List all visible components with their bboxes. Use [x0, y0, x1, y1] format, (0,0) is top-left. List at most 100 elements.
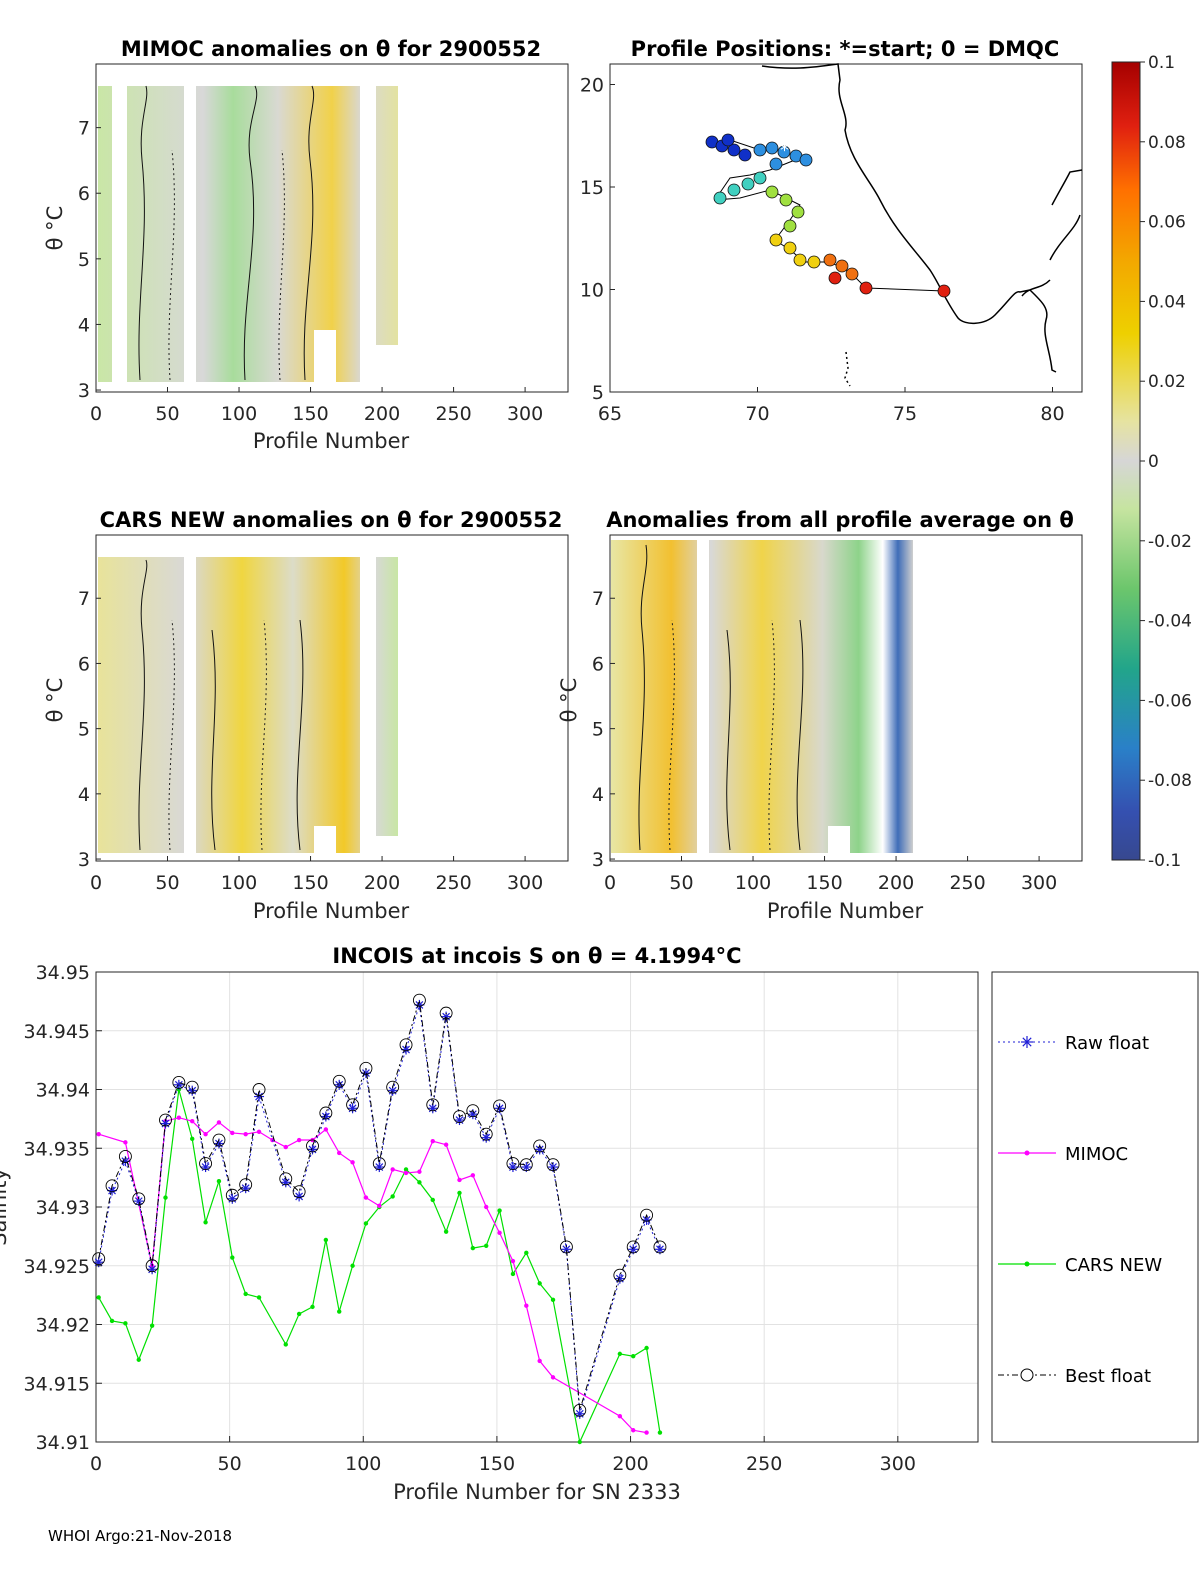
y-tick-label: 34.95 — [36, 962, 90, 984]
colorbar-tick-label: -0.06 — [1148, 691, 1192, 711]
footer: WHOI Argo:21-Nov-2018 — [48, 1527, 232, 1545]
y-tick-label: 34.945 — [24, 1021, 90, 1043]
data-point — [524, 1303, 529, 1308]
x-axis-label: Profile Number — [253, 899, 410, 923]
start-marker-icon: * — [780, 140, 789, 161]
data-point — [239, 1178, 253, 1192]
data-point — [212, 1133, 226, 1147]
x-tick-label: 300 — [1021, 872, 1057, 894]
x-tick-label: 200 — [612, 1453, 648, 1475]
panel-mimoc: MIMOC anomalies on θ for 2900552 0 50 100 1… — [43, 37, 569, 453]
data-point — [350, 1263, 355, 1268]
x-tick-label: 250 — [949, 872, 985, 894]
x-tick-label: 50 — [155, 403, 179, 425]
panel-incois: INCOIS at incois S on θ = 4.1994°C 0 50 10… — [0, 944, 979, 1504]
data-point — [613, 1268, 627, 1282]
data-point — [173, 1079, 184, 1090]
data-point — [96, 1295, 101, 1300]
y-tick-label: 7 — [78, 588, 90, 610]
x-tick-label: 150 — [292, 872, 328, 894]
data-point — [347, 1103, 358, 1114]
data-point — [320, 1111, 331, 1122]
data-point — [577, 1439, 582, 1445]
data-point — [524, 1250, 529, 1256]
data-point — [96, 1131, 101, 1137]
data-point — [337, 1309, 342, 1314]
data-point — [466, 1104, 480, 1118]
data-point — [105, 1179, 119, 1193]
data-point — [145, 1259, 159, 1273]
data-point — [310, 1304, 315, 1310]
legend-item-raw-float: Raw float — [998, 1033, 1149, 1054]
x-tick-label: 100 — [345, 1453, 381, 1475]
y-tick-label: 3 — [592, 849, 604, 871]
y-tick-label: 4 — [78, 784, 90, 806]
colorbar-tick-label: 0.08 — [1148, 133, 1186, 153]
data-point — [519, 1158, 533, 1172]
data-point — [283, 1144, 288, 1150]
panel-title: MIMOC anomalies on θ for 2900552 — [121, 37, 541, 61]
y-tick-label: 6 — [78, 653, 90, 675]
legend-label: Best float — [1065, 1366, 1151, 1387]
y-tick-label: 34.94 — [36, 1080, 90, 1102]
data-point — [187, 1085, 198, 1096]
data-point — [147, 1264, 158, 1275]
y-tick-label: 4 — [592, 784, 604, 806]
data-point — [641, 1214, 652, 1225]
y-tick-label: 3 — [78, 849, 90, 871]
data-point — [185, 1080, 199, 1094]
data-point — [497, 1208, 502, 1213]
x-tick-label: 0 — [604, 872, 616, 894]
data-point — [573, 1403, 587, 1417]
data-point — [631, 1428, 636, 1433]
data-point — [292, 1185, 306, 1199]
data-point — [457, 1190, 462, 1196]
data-point — [252, 1083, 266, 1096]
data-point — [190, 1136, 195, 1142]
x-tick-label: 70 — [745, 403, 769, 425]
data-point — [243, 1131, 248, 1137]
legend-item-best-float: Best float — [998, 1366, 1151, 1387]
data-point — [176, 1115, 182, 1120]
data-point — [359, 1061, 373, 1075]
data-point — [227, 1193, 238, 1204]
y-tick-label: 6 — [592, 653, 604, 675]
colorbar-tick-label: -0.08 — [1148, 771, 1192, 791]
x-tick-label: 0 — [90, 1453, 102, 1475]
data-point — [640, 1208, 654, 1222]
x-tick-label: 50 — [669, 872, 693, 894]
series-line — [98, 1117, 647, 1434]
legend-marker-icon — [1024, 1261, 1030, 1267]
data-point — [332, 1074, 346, 1088]
data-point — [626, 1240, 640, 1254]
data-point — [109, 1318, 115, 1324]
y-tick-label: 10 — [580, 280, 604, 302]
data-point — [323, 1237, 329, 1243]
x-tick-label: 100 — [221, 403, 257, 425]
legend-marker-icon — [1020, 1368, 1034, 1382]
data-point — [399, 1038, 413, 1052]
data-point — [484, 1204, 489, 1210]
colorbar: 0.1 0.08 0.06 0.04 0.02 0 -0.02 -0.04 -0.06 -0.08… — [1111, 53, 1192, 871]
data-point — [430, 1139, 435, 1144]
legend-item-cars-new: CARS NEW — [998, 1255, 1162, 1276]
series-line — [98, 1004, 661, 1414]
legend-marker-icon — [1021, 1036, 1033, 1048]
data-point — [203, 1131, 208, 1137]
coastline — [761, 63, 1083, 387]
legend-label: MIMOC — [1065, 1144, 1128, 1165]
x-tick-label: 150 — [479, 1453, 515, 1475]
data-point — [644, 1345, 649, 1351]
data-point — [307, 1144, 318, 1155]
data-point — [225, 1188, 239, 1202]
data-point — [559, 1240, 573, 1254]
legend: Raw float MIMOC CARS NEW Best float — [991, 971, 1199, 1443]
legend-item-mimoc: MIMOC — [998, 1144, 1128, 1165]
colorbar-tick-label: -0.1 — [1148, 851, 1181, 871]
data-point — [279, 1172, 293, 1186]
x-tick-label: 100 — [735, 872, 771, 894]
panel-title: Anomalies from all profile average on θ — [606, 508, 1074, 532]
data-point — [537, 1281, 542, 1286]
data-point — [256, 1295, 262, 1300]
x-tick-label: 80 — [1040, 403, 1064, 425]
